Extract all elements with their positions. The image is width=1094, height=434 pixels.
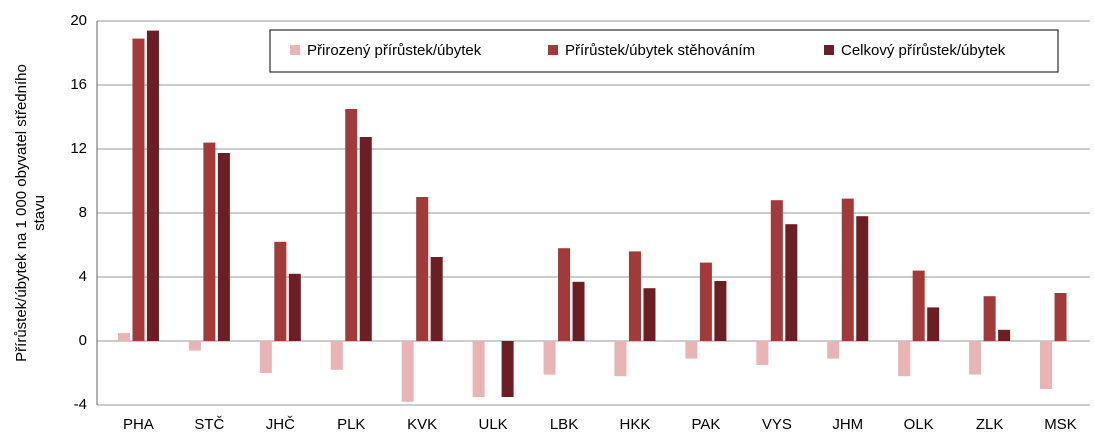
bar [259, 341, 272, 373]
legend-label: Celkový přírůstek/úbytek [841, 42, 1006, 59]
bar [756, 341, 769, 365]
bar [614, 341, 627, 377]
y-tick-label: 4 [79, 268, 87, 285]
bar [898, 341, 911, 377]
bar [288, 273, 301, 341]
x-tick-label: JHČ [266, 416, 295, 433]
x-tick-label: PLK [337, 416, 365, 433]
x-tick-label: PHA [123, 416, 154, 433]
bar [969, 341, 982, 375]
bar [217, 153, 230, 341]
legend-label: Přírůstek/úbytek stěhováním [565, 42, 755, 59]
x-tick-label: LBK [550, 416, 578, 433]
x-tick-label: ZLK [976, 416, 1004, 433]
bar [430, 257, 443, 341]
bar [274, 241, 287, 341]
bar [912, 270, 925, 341]
y-tick-label: 16 [70, 76, 87, 93]
x-tick-label: STČ [194, 416, 224, 433]
bar [401, 341, 414, 402]
y-tick-label: -4 [74, 396, 87, 413]
y-tick-label: 12 [70, 140, 87, 157]
bar [330, 341, 343, 370]
y-axis-label-line: stavu [31, 195, 48, 231]
legend-box [269, 29, 1059, 73]
bar [416, 197, 429, 341]
bar [203, 142, 216, 341]
bar [770, 200, 783, 341]
bar [572, 281, 585, 341]
x-tick-label: MSK [1044, 416, 1077, 433]
bar [827, 341, 840, 359]
legend-swatch [824, 45, 834, 55]
y-tick-label: 20 [70, 12, 87, 29]
legend-swatch [290, 45, 300, 55]
x-tick-label: ULK [479, 416, 508, 433]
legend-swatch [548, 45, 558, 55]
bar [856, 216, 869, 341]
bar [543, 341, 556, 375]
y-axis-label: Přírůstek/úbytek na 1 000 obyvatel střed… [13, 64, 48, 362]
bar [998, 329, 1011, 341]
y-tick-label: 8 [79, 204, 87, 221]
bar [132, 38, 145, 341]
bar [1040, 341, 1053, 389]
bar [699, 262, 712, 341]
bar [841, 198, 854, 341]
x-tick-label: VYS [762, 416, 792, 433]
bar [927, 307, 940, 341]
x-tick-label: OLK [904, 416, 934, 433]
bar [345, 109, 358, 341]
x-tick-label: PAK [691, 416, 720, 433]
bar [501, 341, 514, 397]
y-tick-label: 0 [79, 332, 87, 349]
bar [1054, 293, 1067, 341]
x-tick-label: JHM [832, 416, 863, 433]
bar [643, 288, 656, 341]
bar [146, 30, 159, 341]
legend-label: Přirozený přírůstek/úbytek [307, 42, 482, 59]
bar [983, 296, 996, 341]
bar [714, 281, 727, 341]
bar [685, 341, 698, 359]
bar [558, 248, 571, 341]
bar [117, 333, 130, 341]
y-axis-label-line: Přírůstek/úbytek na 1 000 obyvatel střed… [13, 64, 30, 362]
x-tick-label: KVK [407, 416, 437, 433]
bar [359, 137, 372, 341]
bar [188, 341, 201, 351]
bar [472, 341, 485, 397]
bar [785, 224, 798, 341]
x-tick-label: HKK [620, 416, 651, 433]
bar [628, 251, 641, 341]
